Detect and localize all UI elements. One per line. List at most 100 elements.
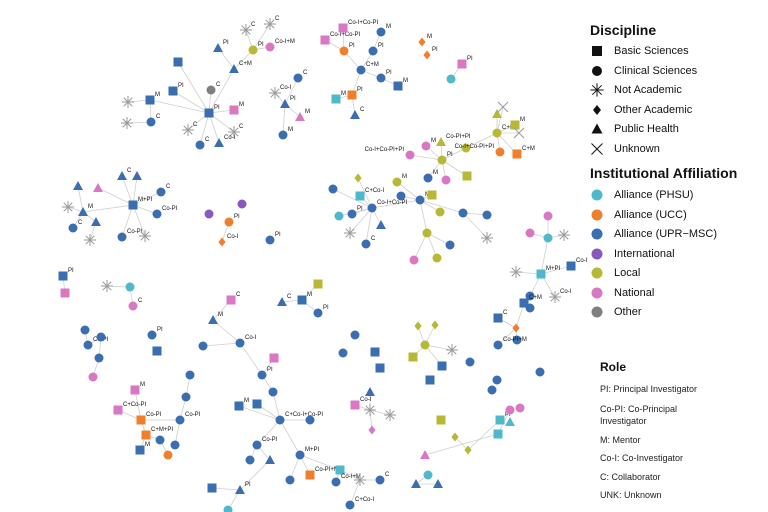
network-node-circle[interactable]: Co-I+Co-PI+PI bbox=[455, 144, 505, 157]
network-node-circle[interactable]: PI bbox=[265, 232, 282, 245]
network-node-diamond[interactable] bbox=[464, 445, 472, 455]
network-node-circle[interactable]: PI bbox=[368, 43, 385, 56]
network-node-triangle[interactable]: C bbox=[277, 294, 292, 307]
network-node-asterisk[interactable] bbox=[62, 201, 74, 213]
network-node-circle[interactable]: PI bbox=[248, 42, 265, 55]
network-node-circle[interactable]: C+Co-I bbox=[345, 497, 375, 510]
network-node-circle[interactable] bbox=[446, 74, 456, 84]
network-node-asterisk[interactable] bbox=[101, 280, 113, 292]
network-node-circle[interactable]: PI bbox=[339, 43, 356, 56]
network-node-asterisk[interactable] bbox=[481, 232, 493, 244]
network-node-square[interactable]: M bbox=[135, 442, 151, 455]
network-node-square[interactable] bbox=[60, 288, 70, 298]
network-node-square[interactable]: C+M bbox=[519, 295, 542, 308]
network-node-circle[interactable] bbox=[465, 357, 475, 367]
network-node-triangle[interactable] bbox=[492, 109, 502, 119]
network-node-square[interactable] bbox=[437, 361, 447, 371]
network-node-diamond[interactable] bbox=[354, 173, 362, 183]
network-node-square[interactable]: C+Co-PI bbox=[113, 402, 147, 415]
network-node-circle[interactable] bbox=[515, 403, 525, 413]
network-node-diamond[interactable] bbox=[512, 323, 520, 333]
network-node-circle[interactable] bbox=[185, 370, 195, 380]
network-node-circle[interactable] bbox=[170, 440, 180, 450]
network-node-circle[interactable] bbox=[487, 385, 497, 395]
network-node-circle[interactable]: Co-PI bbox=[175, 412, 201, 425]
network-node-circle[interactable] bbox=[285, 475, 295, 485]
network-node-diamond[interactable] bbox=[451, 432, 459, 442]
network-node-circle[interactable]: C bbox=[68, 220, 84, 233]
network-node-triangle[interactable] bbox=[265, 455, 275, 465]
network-node-circle[interactable]: C+M bbox=[492, 125, 515, 138]
network-node-square[interactable]: Co-I bbox=[350, 397, 372, 410]
network-node-square[interactable]: C+M bbox=[512, 146, 535, 159]
network-node-asterisk[interactable] bbox=[510, 266, 522, 278]
network-node-circle[interactable] bbox=[80, 325, 90, 335]
network-node-circle[interactable]: C bbox=[156, 184, 172, 197]
network-node-triangle[interactable]: PI bbox=[213, 40, 229, 53]
network-node-triangle[interactable] bbox=[433, 479, 443, 489]
network-node-circle[interactable] bbox=[198, 341, 208, 351]
network-node-triangle[interactable]: C+M bbox=[229, 61, 252, 74]
network-node-circle[interactable]: Co-PI+M bbox=[493, 337, 527, 350]
network-node-square[interactable]: PI bbox=[495, 412, 512, 425]
network-node-circle[interactable] bbox=[435, 207, 445, 217]
network-node-asterisk[interactable] bbox=[344, 227, 356, 239]
network-node-circle[interactable]: C bbox=[128, 298, 144, 311]
network-node-triangle[interactable] bbox=[93, 183, 103, 193]
network-node-circle[interactable] bbox=[334, 211, 344, 221]
network-node-circle[interactable] bbox=[305, 415, 315, 425]
network-node-circle[interactable]: Co-I+Co-PI bbox=[367, 200, 408, 213]
network-node-circle[interactable]: PI bbox=[224, 214, 241, 227]
network-node-circle[interactable]: PI bbox=[257, 367, 274, 380]
network-node-circle[interactable]: PI bbox=[437, 152, 454, 165]
network-node-circle[interactable] bbox=[268, 387, 278, 397]
network-node-circle[interactable]: C bbox=[293, 70, 309, 83]
network-node-circle[interactable]: PI bbox=[376, 70, 393, 83]
network-node-circle[interactable] bbox=[155, 435, 165, 445]
network-node-square[interactable]: Co-I bbox=[566, 258, 588, 271]
network-node-square[interactable]: M bbox=[234, 398, 250, 411]
network-node-square[interactable]: Co-I+Co-PI bbox=[320, 32, 361, 45]
network-node-circle[interactable] bbox=[409, 255, 419, 265]
network-node-circle[interactable] bbox=[163, 450, 173, 460]
network-node-circle[interactable] bbox=[543, 211, 553, 221]
network-node-circle[interactable]: Co-I+Co-PI+PI bbox=[365, 147, 415, 160]
network-node-circle[interactable] bbox=[492, 375, 502, 385]
network-node-circle[interactable] bbox=[420, 340, 430, 350]
network-node-square[interactable]: M bbox=[393, 78, 409, 91]
network-node-circle[interactable] bbox=[422, 228, 432, 238]
network-node-circle[interactable] bbox=[432, 253, 442, 263]
network-node-triangle[interactable] bbox=[420, 450, 430, 460]
network-node-circle[interactable]: Co-PI bbox=[252, 437, 278, 450]
network-node-circle[interactable]: PI bbox=[147, 327, 164, 340]
network-node-asterisk[interactable] bbox=[354, 474, 366, 486]
network-node-circle[interactable] bbox=[445, 240, 455, 250]
network-node-square[interactable]: PI bbox=[168, 83, 185, 96]
network-node-asterisk[interactable]: C bbox=[264, 16, 280, 30]
network-node-circle[interactable] bbox=[204, 209, 214, 219]
network-node-circle[interactable] bbox=[223, 505, 233, 512]
network-node-square[interactable]: M bbox=[229, 102, 245, 115]
network-node-circle[interactable]: C+M bbox=[356, 62, 379, 75]
network-node-triangle[interactable] bbox=[365, 387, 375, 397]
network-node-circle[interactable]: PI bbox=[347, 206, 364, 219]
network-node-circle[interactable] bbox=[535, 367, 545, 377]
network-node-square[interactable] bbox=[436, 415, 446, 425]
network-node-circle[interactable]: M+PI bbox=[295, 447, 320, 460]
network-node-square[interactable]: Co-PI+M bbox=[305, 467, 339, 480]
network-node-square[interactable] bbox=[269, 353, 279, 363]
network-node-square[interactable] bbox=[493, 429, 503, 439]
network-node-circle[interactable]: Co-I+M bbox=[265, 39, 295, 52]
network-node-asterisk[interactable] bbox=[446, 344, 458, 356]
network-node-square[interactable]: Co-I+Co-PI bbox=[338, 20, 379, 33]
network-node-triangle[interactable]: Co-PI+PI bbox=[436, 134, 471, 147]
network-node-asterisk[interactable] bbox=[84, 234, 96, 246]
network-node-triangle[interactable] bbox=[132, 171, 142, 181]
network-node-diamond[interactable]: Co-I bbox=[218, 234, 239, 247]
network-node-square[interactable] bbox=[313, 279, 323, 289]
network-node-square[interactable] bbox=[173, 57, 183, 67]
network-node-square[interactable]: C bbox=[226, 292, 242, 305]
network-node-circle[interactable] bbox=[237, 199, 247, 209]
network-node-circle[interactable] bbox=[543, 233, 553, 243]
network-node-circle[interactable] bbox=[125, 282, 135, 292]
